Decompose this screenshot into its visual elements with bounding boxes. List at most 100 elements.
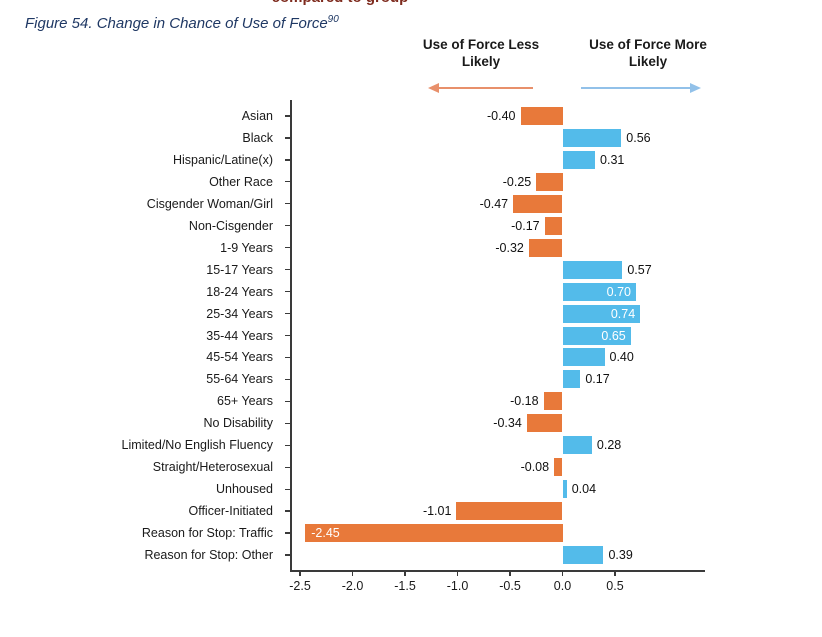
y-axis-line — [290, 100, 292, 571]
bar — [513, 194, 563, 213]
y-axis-tick — [285, 422, 290, 424]
bar-value-label: -0.47 — [479, 196, 509, 211]
bar-value-label: 0.74 — [610, 306, 636, 321]
bar — [562, 282, 636, 301]
y-axis-tick — [285, 466, 290, 468]
x-tick-label: -1.5 — [394, 579, 416, 593]
x-tick-label: -1.0 — [446, 579, 469, 593]
x-tick-label: -0.5 — [499, 579, 521, 593]
bar — [520, 107, 563, 125]
x-tick-label: -2.5 — [289, 579, 311, 593]
bar — [544, 216, 563, 235]
x-axis-tick — [456, 571, 459, 576]
category-label: 55-64 Years — [206, 372, 273, 387]
bar-value-label: 0.28 — [596, 438, 622, 453]
y-axis-tick — [285, 334, 290, 337]
bar-value-label: -0.18 — [510, 394, 539, 409]
category-label: Officer-Initiated — [188, 504, 273, 519]
figure-title: Figure 54. Change in Chance of Use of Fo… — [25, 14, 339, 32]
y-axis-tick — [285, 203, 290, 205]
y-axis-tick — [285, 137, 290, 139]
plot-area: -0.40 0.56 0.31 -0.25 -0.47 -0.17 -0.32 0.57 0.7… — [285, 100, 705, 593]
x-axis-tick — [351, 571, 354, 576]
x-tick-label: -2.0 — [341, 579, 364, 593]
bar — [456, 502, 563, 521]
bar-value-label: -0.32 — [495, 240, 524, 255]
category-label: Straight/Heterosexual — [152, 460, 273, 475]
bar-value-label: -0.17 — [511, 218, 540, 233]
y-axis-tick — [285, 510, 290, 512]
bar-value-label: 0.39 — [608, 548, 633, 562]
figure-title-text: Figure 54. Change in Chance of Use of Fo… — [25, 15, 328, 32]
category-label: Non-Cisgender — [188, 218, 273, 233]
bar — [536, 172, 563, 191]
category-label: Asian — [241, 109, 273, 123]
less-likely-arrow-icon — [428, 83, 533, 93]
bar-value-label: 0.40 — [609, 350, 634, 365]
y-axis-tick — [285, 532, 290, 534]
cropped-header-text: compared to group — [240, 0, 440, 9]
less-likely-header: Use of Force Less Likely — [422, 37, 540, 69]
bar-value-label: -0.40 — [487, 109, 516, 123]
bar — [562, 304, 641, 323]
bar — [562, 370, 581, 389]
y-axis-tick — [285, 247, 290, 249]
bar-value-label: -1.01 — [422, 504, 452, 519]
x-axis-line — [290, 570, 705, 572]
category-label: Limited/No English Fluency — [121, 438, 273, 453]
category-label: 25-34 Years — [206, 306, 273, 321]
x-tick-label: 0.0 — [553, 579, 572, 593]
y-axis-tick — [285, 181, 290, 183]
category-label: 15-17 Years — [206, 262, 273, 277]
y-axis-tick — [285, 225, 290, 227]
bar — [562, 260, 623, 279]
bar — [562, 480, 567, 499]
bar — [562, 348, 605, 367]
category-label: Unhoused — [216, 482, 273, 497]
x-axis-tick — [404, 571, 406, 576]
bar-value-label: 0.17 — [585, 372, 610, 387]
category-label: Cisgender Woman/Girl — [146, 196, 273, 211]
category-label: 65+ Years — [217, 394, 273, 409]
bar — [305, 524, 563, 543]
bar-value-label: -2.45 — [311, 526, 340, 541]
y-axis-tick — [285, 159, 290, 161]
y-axis-tick — [285, 312, 290, 315]
more-likely-header: Use of Force More Likely — [589, 37, 707, 69]
category-label: Reason for Stop: Other — [144, 548, 273, 562]
cropped-header-fragment: compared to group — [240, 0, 440, 6]
bar — [554, 458, 563, 477]
bar — [562, 150, 596, 169]
y-axis-tick — [285, 356, 290, 359]
y-axis-tick — [285, 269, 290, 271]
bar — [526, 414, 563, 433]
bar-value-label: 0.04 — [571, 482, 597, 497]
category-label: No Disability — [203, 416, 273, 431]
category-label: Other Race — [209, 174, 273, 189]
y-axis-tick — [285, 488, 290, 490]
more-likely-arrow-icon — [581, 83, 701, 93]
x-axis-tick — [614, 571, 616, 576]
bar — [543, 392, 563, 411]
category-label: 1-9 Years — [220, 240, 273, 255]
bar-value-label: -0.25 — [502, 174, 532, 189]
y-axis-tick — [285, 400, 290, 402]
y-axis-tick — [285, 115, 290, 117]
bar-value-label: 0.70 — [606, 284, 631, 299]
footnote-superscript: 90 — [327, 14, 339, 25]
x-axis-tick — [509, 571, 511, 576]
category-labels: Asian Black Hispanic/Latine(x) Other Race Ci… — [0, 100, 283, 570]
bar-value-label: 0.31 — [600, 152, 625, 167]
bar — [562, 436, 592, 455]
bar-value-label: 0.56 — [626, 130, 651, 145]
bar — [562, 128, 622, 147]
category-label: 35-44 Years — [206, 328, 273, 343]
y-axis-tick — [285, 554, 290, 556]
x-axis-tick — [561, 571, 564, 576]
y-axis-tick — [285, 444, 290, 446]
bar — [562, 326, 631, 345]
category-label: Black — [242, 130, 273, 145]
category-label: Reason for Stop: Traffic — [141, 526, 273, 541]
category-label: 18-24 Years — [206, 284, 273, 299]
category-label: Hispanic/Latine(x) — [172, 152, 273, 167]
